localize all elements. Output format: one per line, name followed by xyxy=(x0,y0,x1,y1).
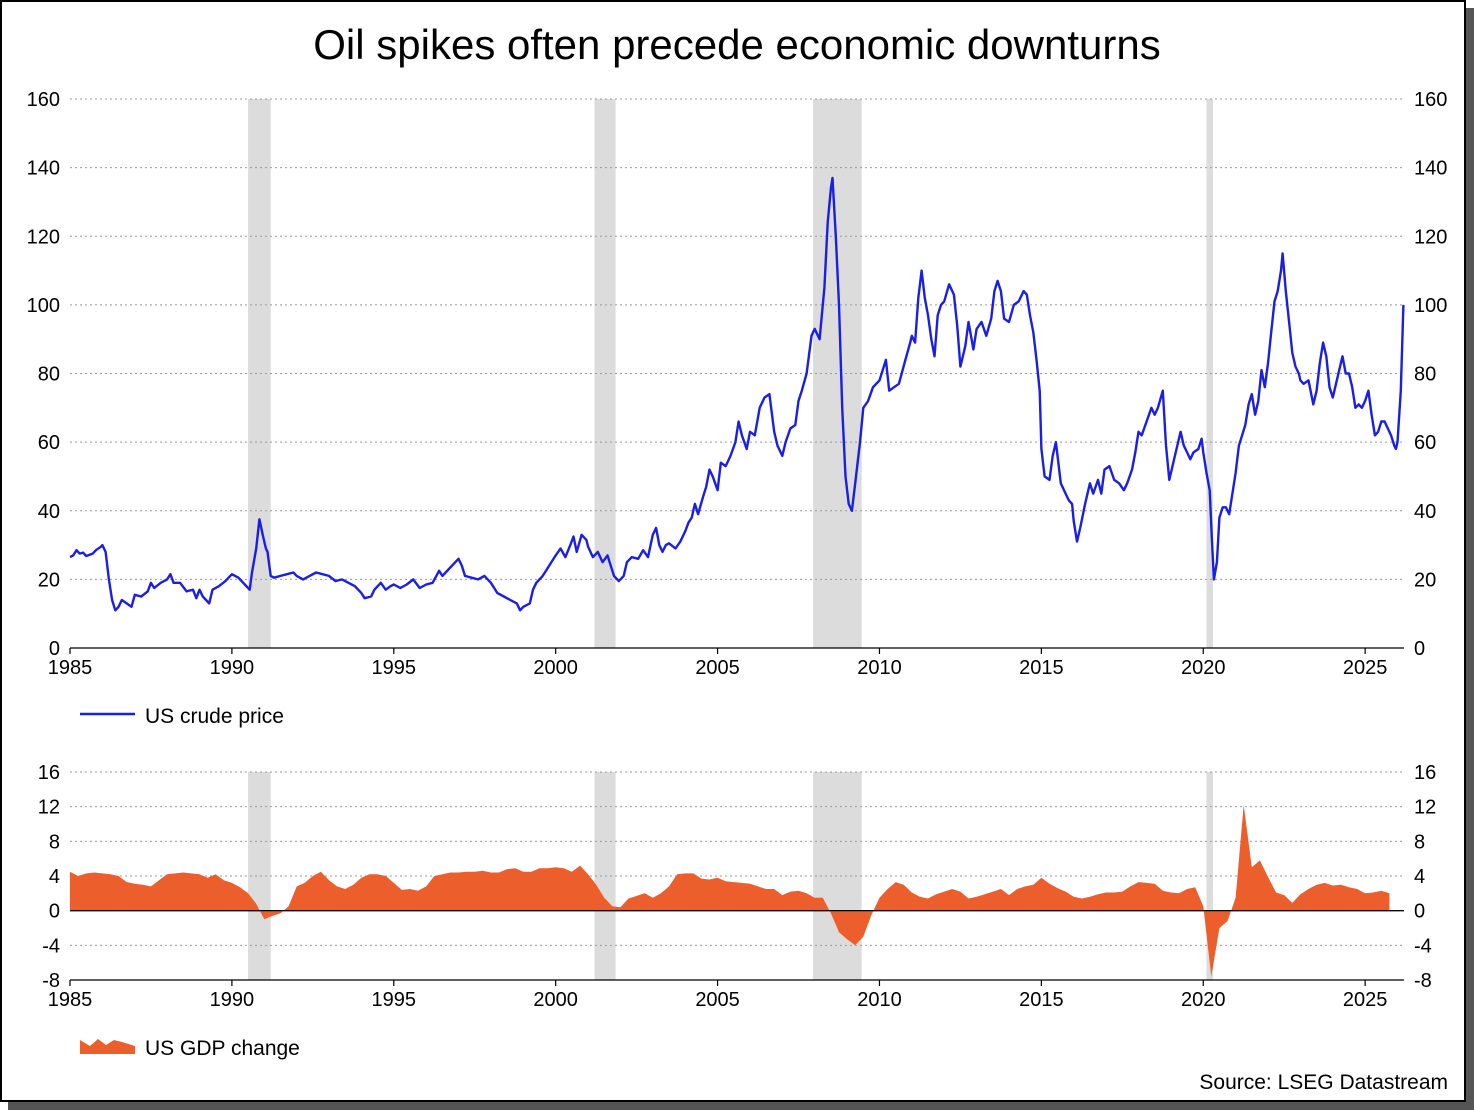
y-tick-label-left: 16 xyxy=(38,762,60,784)
y-tick-label-left: 8 xyxy=(49,831,60,853)
x-tick-label: 2005 xyxy=(695,989,740,1011)
y-tick-label-right: 4 xyxy=(1414,866,1425,888)
x-tick-label: 1990 xyxy=(210,989,255,1011)
x-tick-label: 2005 xyxy=(695,657,740,679)
y-tick-label-right: 12 xyxy=(1414,797,1436,819)
y-tick-label-left: 60 xyxy=(38,432,60,454)
chart-title: Oil spikes often precede economic downtu… xyxy=(313,21,1161,68)
x-tick-label: 2000 xyxy=(533,989,578,1011)
x-tick-label: 2000 xyxy=(533,657,578,679)
x-tick-label: 1990 xyxy=(210,657,255,679)
y-tick-label-right: 8 xyxy=(1414,831,1425,853)
x-tick-label: 1995 xyxy=(372,657,417,679)
y-tick-label-left: 160 xyxy=(27,89,60,111)
x-tick-label: 1985 xyxy=(48,989,93,1011)
legend-label: US crude price xyxy=(145,705,284,728)
x-tick-label: 2015 xyxy=(1019,989,1064,1011)
source-note: Source: LSEG Datastream xyxy=(1199,1071,1448,1094)
x-tick-label: 2025 xyxy=(1343,657,1388,679)
x-tick-label: 2025 xyxy=(1343,989,1388,1011)
recession-band xyxy=(248,772,271,980)
y-tick-label-right: 120 xyxy=(1414,226,1447,248)
x-tick-label: 2020 xyxy=(1181,657,1226,679)
y-tick-label-right: 100 xyxy=(1414,295,1447,317)
y-tick-label-left: 0 xyxy=(49,901,60,923)
y-tick-label-right: 60 xyxy=(1414,432,1436,454)
y-tick-label-right: 20 xyxy=(1414,569,1436,591)
y-tick-label-right: 140 xyxy=(1414,158,1447,180)
x-tick-label: 2015 xyxy=(1019,657,1064,679)
x-tick-label: 1995 xyxy=(372,989,417,1011)
series-line-crude-price xyxy=(69,176,1405,612)
y-tick-label-left: 0 xyxy=(49,638,60,660)
recession-band xyxy=(1206,772,1213,980)
series-area-gdp-change xyxy=(70,804,1390,977)
y-tick-label-right: 80 xyxy=(1414,364,1436,386)
y-tick-label-left: -8 xyxy=(42,970,60,992)
y-tick-label-left: 40 xyxy=(38,501,60,523)
y-tick-label-left: 120 xyxy=(27,226,60,248)
y-tick-label-right: 0 xyxy=(1414,638,1425,660)
y-tick-label-left: 100 xyxy=(27,295,60,317)
y-tick-label-right: -4 xyxy=(1414,935,1432,957)
y-tick-label-right: 16 xyxy=(1414,762,1436,784)
recession-band xyxy=(1206,99,1213,648)
y-tick-label-right: 160 xyxy=(1414,89,1447,111)
x-tick-label: 2010 xyxy=(857,657,902,679)
y-tick-label-left: -4 xyxy=(42,935,60,957)
panel-gdp: -8 -8 -4 -4 0 0 4 4 8 8 12 12 16 16 1985 1990 1995 2000 20… xyxy=(38,762,1437,1060)
y-tick-label-left: 80 xyxy=(38,364,60,386)
y-tick-label-right: 0 xyxy=(1414,901,1425,923)
y-tick-label-left: 4 xyxy=(49,866,60,888)
y-tick-label-left: 12 xyxy=(38,797,60,819)
legend-swatch-gdp xyxy=(80,1039,135,1054)
x-tick-label: 1985 xyxy=(48,657,93,679)
x-tick-label: 2010 xyxy=(857,989,902,1011)
y-tick-label-left: 140 xyxy=(27,158,60,180)
y-tick-label-right: 40 xyxy=(1414,501,1436,523)
y-tick-label-left: 20 xyxy=(38,569,60,591)
x-tick-label: 2020 xyxy=(1181,989,1226,1011)
y-tick-label-right: -8 xyxy=(1414,970,1432,992)
legend-label: US GDP change xyxy=(145,1037,300,1060)
